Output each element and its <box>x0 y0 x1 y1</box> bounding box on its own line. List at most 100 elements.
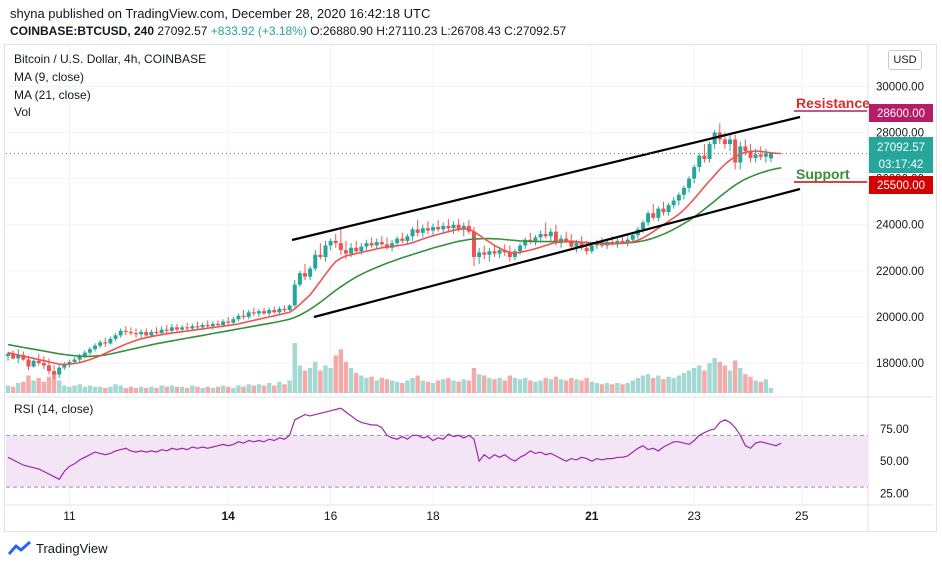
candle <box>512 248 517 261</box>
price-tick-label: 28000.00 <box>876 128 924 140</box>
candle-body <box>52 371 57 375</box>
resistance-label: Resistance <box>796 95 870 111</box>
volume-bar <box>656 375 661 393</box>
candle-body <box>431 227 436 231</box>
currency-button[interactable]: USD <box>888 50 922 70</box>
volume-bar <box>67 386 72 393</box>
candle-body <box>190 326 195 329</box>
symbol-line: COINBASE:BTCUSD, 240 27092.57 +833.92 (+… <box>10 24 566 38</box>
candle <box>262 307 267 315</box>
candle <box>328 238 333 251</box>
volume-bar <box>384 379 390 393</box>
candle <box>98 339 103 349</box>
volume-bar <box>640 375 646 393</box>
grid-lines <box>6 45 933 531</box>
candle <box>446 218 451 232</box>
volume-bar <box>210 388 216 393</box>
candle <box>390 239 395 252</box>
volume-bar <box>620 384 625 393</box>
candle <box>318 243 323 260</box>
candle-body <box>287 305 292 311</box>
candle-body <box>369 243 374 246</box>
volume-bar <box>574 379 579 393</box>
volume-bar <box>195 386 200 393</box>
candle-body <box>651 213 656 218</box>
candle <box>487 247 492 262</box>
volume-bar <box>261 385 267 393</box>
volume-bar <box>476 374 482 393</box>
volume-bar <box>348 368 354 393</box>
candle-body <box>231 319 236 323</box>
candle-body <box>538 233 543 238</box>
volume-bar <box>589 381 594 393</box>
volume-bar <box>435 380 441 393</box>
candle <box>164 325 169 334</box>
volume-bar <box>128 386 134 393</box>
candle <box>666 202 671 216</box>
candle-body <box>671 200 676 206</box>
volume-bar <box>558 379 564 393</box>
candle-body <box>267 310 272 314</box>
time-tick-label: 25 <box>795 509 809 523</box>
rsi-tick-label: 25.00 <box>880 489 909 501</box>
tradingview-logo[interactable]: TradingView <box>8 539 108 557</box>
volume-bar <box>379 378 385 393</box>
volume-bar <box>487 378 492 393</box>
volume-bar <box>364 378 369 393</box>
ohlc-values: O:26880.90 H:27110.23 L:26708.43 C:27092… <box>310 24 567 38</box>
candle-body <box>523 239 528 246</box>
candle-body <box>492 251 497 254</box>
candle-body <box>226 321 231 323</box>
volume-bar <box>16 383 21 393</box>
candle-body <box>763 153 768 157</box>
volume-bar <box>21 381 26 393</box>
ma9-legend: MA (9, close) <box>14 70 85 84</box>
candle <box>436 220 441 232</box>
volume-bar <box>149 386 154 393</box>
candle <box>528 232 533 245</box>
volume-bar <box>604 383 610 393</box>
candle-body <box>753 154 758 158</box>
candle <box>277 306 282 315</box>
volume-bar <box>123 388 128 393</box>
volume-bar <box>159 385 164 393</box>
time-tick-label: 14 <box>222 509 236 523</box>
candle-body <box>87 349 92 353</box>
volume-bars <box>5 343 774 393</box>
candle <box>374 238 379 249</box>
candle <box>656 206 661 222</box>
candle-body <box>251 312 256 314</box>
volume-bar <box>343 361 349 393</box>
rsi-tick-label: 75.00 <box>880 424 909 436</box>
volume-bar <box>528 380 533 393</box>
candle-body <box>297 273 302 285</box>
volume-bar <box>277 381 282 393</box>
candle-body <box>221 321 226 326</box>
resistance-level-value: 28600.00 <box>877 108 925 120</box>
volume-bar <box>543 378 548 393</box>
volume-bar <box>615 383 620 393</box>
candle-body <box>272 310 277 313</box>
volume-bar <box>594 383 600 393</box>
rsi-band <box>6 435 868 488</box>
candle-body <box>11 353 16 359</box>
volume-bar <box>743 374 748 393</box>
candle-body <box>507 252 512 258</box>
volume-bar <box>200 388 205 393</box>
candle-body <box>543 233 548 237</box>
candle-body <box>16 354 21 359</box>
volume-bar <box>292 343 297 393</box>
volume-bar <box>507 375 513 393</box>
volume-bar <box>466 380 472 393</box>
volume-bar <box>46 376 52 393</box>
candle-body <box>128 331 133 334</box>
current-price-value: 27092.57 <box>877 142 925 154</box>
volume-bar <box>748 376 753 393</box>
candle-body <box>333 240 338 244</box>
candle-body <box>769 153 773 159</box>
candle-body <box>702 155 707 160</box>
volume-bar <box>753 380 758 393</box>
candle-body <box>200 325 205 328</box>
candle-body <box>533 237 538 243</box>
